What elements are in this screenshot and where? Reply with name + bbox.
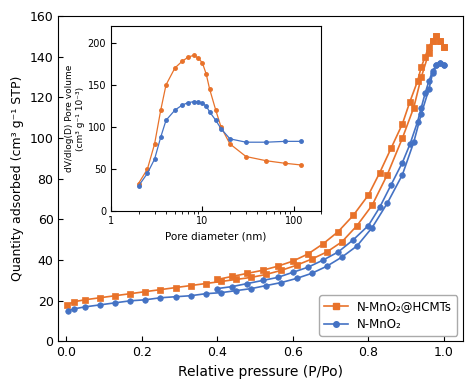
X-axis label: Relative pressure (P/Po): Relative pressure (P/Po) xyxy=(178,365,343,379)
Y-axis label: Quantity adsorbed (cm³ g⁻¹ STP): Quantity adsorbed (cm³ g⁻¹ STP) xyxy=(11,76,24,282)
Legend: N-MnO₂@HCMTs, N-MnO₂: N-MnO₂@HCMTs, N-MnO₂ xyxy=(319,295,457,335)
